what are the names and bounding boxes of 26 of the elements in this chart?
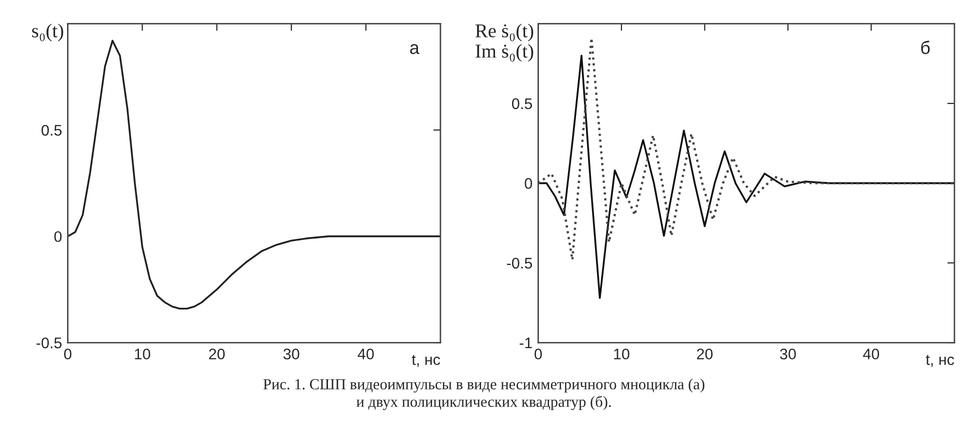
x-tick-label: 10 [614,348,630,360]
x-tick-label: 20 [696,348,713,360]
x-tick-label: 0 [64,348,72,360]
y-tick-label: -0.5 [507,258,532,269]
y-tick-label: -0.5 [36,338,62,348]
x-tick-label: 10 [134,348,150,360]
x-tick-label: 40 [358,348,374,360]
y-tick-label: 0.5 [42,124,62,136]
x-tick-label: 30 [283,348,300,360]
text: Рис. 1. СШП видеоимпульсы в виде несимметричного мноцикла (а) и двух полициклических квадратур (б). [263,378,704,410]
y-tick-label: 0 [524,178,532,189]
x-tick-label: 30 [780,348,796,360]
x-tick-label: 0 [534,348,542,360]
annotation: а [410,44,420,54]
line-series [68,40,440,310]
x-tick-label: 40 [863,348,880,360]
annotation: б [921,40,930,54]
x-axis-title: t, нс [926,355,954,367]
y-tick-label: -1 [520,338,532,348]
y-tick-label: 0.5 [512,98,532,110]
x-axis-title: t, нс [412,355,440,367]
line-series [538,54,954,299]
y-axis-title: s₀(t) [32,24,64,42]
x-tick-label: 20 [209,348,225,360]
y-axis-title: Re ṡ₀(t) Im ṡ₀(t) [475,24,534,62]
y-tick-label: 0 [54,231,62,242]
